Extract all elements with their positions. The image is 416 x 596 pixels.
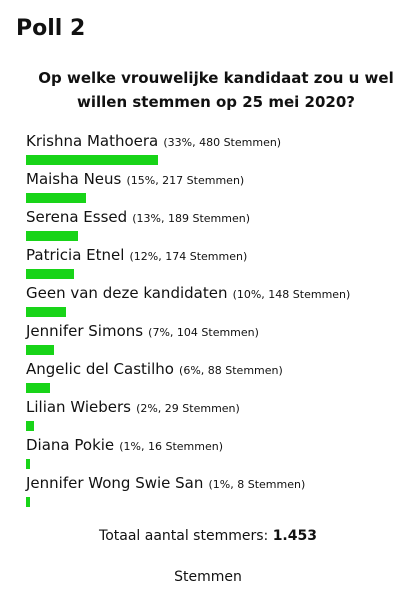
option-stats: (2%, 29 Stemmen) xyxy=(136,402,240,415)
option-stats: (1%, 16 Stemmen) xyxy=(119,440,224,453)
option-name: Serena Essed xyxy=(26,208,128,226)
option-name: Jennifer Simons xyxy=(26,322,144,340)
poll-option: Lilian Wiebers (2%, 29 Stemmen) xyxy=(26,396,412,434)
poll-results: Krishna Mathoera (33%, 480 Stemmen) Mais… xyxy=(26,130,412,510)
poll-option: Jennifer Simons (7%, 104 Stemmen) xyxy=(26,320,412,358)
total-voters: Totaal aantal stemmers: 1.453 xyxy=(0,524,416,548)
result-bar xyxy=(26,231,412,241)
result-bar-fill xyxy=(26,193,86,203)
result-bar xyxy=(26,345,412,355)
option-stats: (15%, 217 Stemmen) xyxy=(126,174,245,187)
option-name: Patricia Etnel xyxy=(26,246,125,264)
poll-option: Diana Pokie (1%, 16 Stemmen) xyxy=(26,434,412,472)
option-stats: (7%, 104 Stemmen) xyxy=(148,326,259,339)
option-stats: (6%, 88 Stemmen) xyxy=(179,364,283,377)
result-bar xyxy=(26,497,412,507)
result-bar-fill xyxy=(26,421,34,431)
result-bar xyxy=(26,383,412,393)
result-bar-fill xyxy=(26,497,30,507)
result-bar xyxy=(26,155,412,165)
option-name: Geen van deze kandidaten xyxy=(26,284,228,302)
result-bar-fill xyxy=(26,231,78,241)
result-bar xyxy=(26,307,412,317)
poll-option: Serena Essed (13%, 189 Stemmen) xyxy=(26,206,412,244)
option-stats: (1%, 8 Stemmen) xyxy=(208,478,306,491)
total-voters-value: 1.453 xyxy=(272,528,317,544)
result-bar-fill xyxy=(26,307,66,317)
result-bar xyxy=(26,459,412,469)
option-stats: (12%, 174 Stemmen) xyxy=(129,250,248,263)
option-stats: (10%, 148 Stemmen) xyxy=(232,288,351,301)
poll-option: Geen van deze kandidaten (10%, 148 Stemm… xyxy=(26,282,412,320)
option-name: Krishna Mathoera xyxy=(26,132,159,150)
poll-option: Maisha Neus (15%, 217 Stemmen) xyxy=(26,168,412,206)
result-bar-fill xyxy=(26,459,30,469)
option-name: Maisha Neus xyxy=(26,170,122,188)
option-name: Angelic del Castilho xyxy=(26,360,174,378)
poll-option: Jennifer Wong Swie San (1%, 8 Stemmen) xyxy=(26,472,412,510)
result-bar-fill xyxy=(26,383,50,393)
result-bar-fill xyxy=(26,269,74,279)
option-stats: (13%, 189 Stemmen) xyxy=(132,212,250,225)
poll-option: Angelic del Castilho (6%, 88 Stemmen) xyxy=(26,358,412,396)
poll-title: Poll 2 xyxy=(16,16,86,41)
result-bar xyxy=(26,193,412,203)
option-name: Jennifer Wong Swie San xyxy=(26,474,204,492)
result-bar xyxy=(26,421,412,431)
result-bar xyxy=(26,269,412,279)
result-bar-fill xyxy=(26,155,158,165)
option-name: Lilian Wiebers xyxy=(26,398,131,416)
poll-option: Patricia Etnel (12%, 174 Stemmen) xyxy=(26,244,412,282)
option-name: Diana Pokie xyxy=(26,436,115,454)
poll-option: Krishna Mathoera (33%, 480 Stemmen) xyxy=(26,130,412,168)
total-voters-label: Totaal aantal stemmers: xyxy=(99,528,269,544)
poll-question: Op welke vrouwelijke kandidaat zou u wel… xyxy=(38,69,394,111)
result-bar-fill xyxy=(26,345,54,355)
option-stats: (33%, 480 Stemmen) xyxy=(163,136,282,149)
vote-link[interactable]: Stemmen xyxy=(174,569,242,585)
